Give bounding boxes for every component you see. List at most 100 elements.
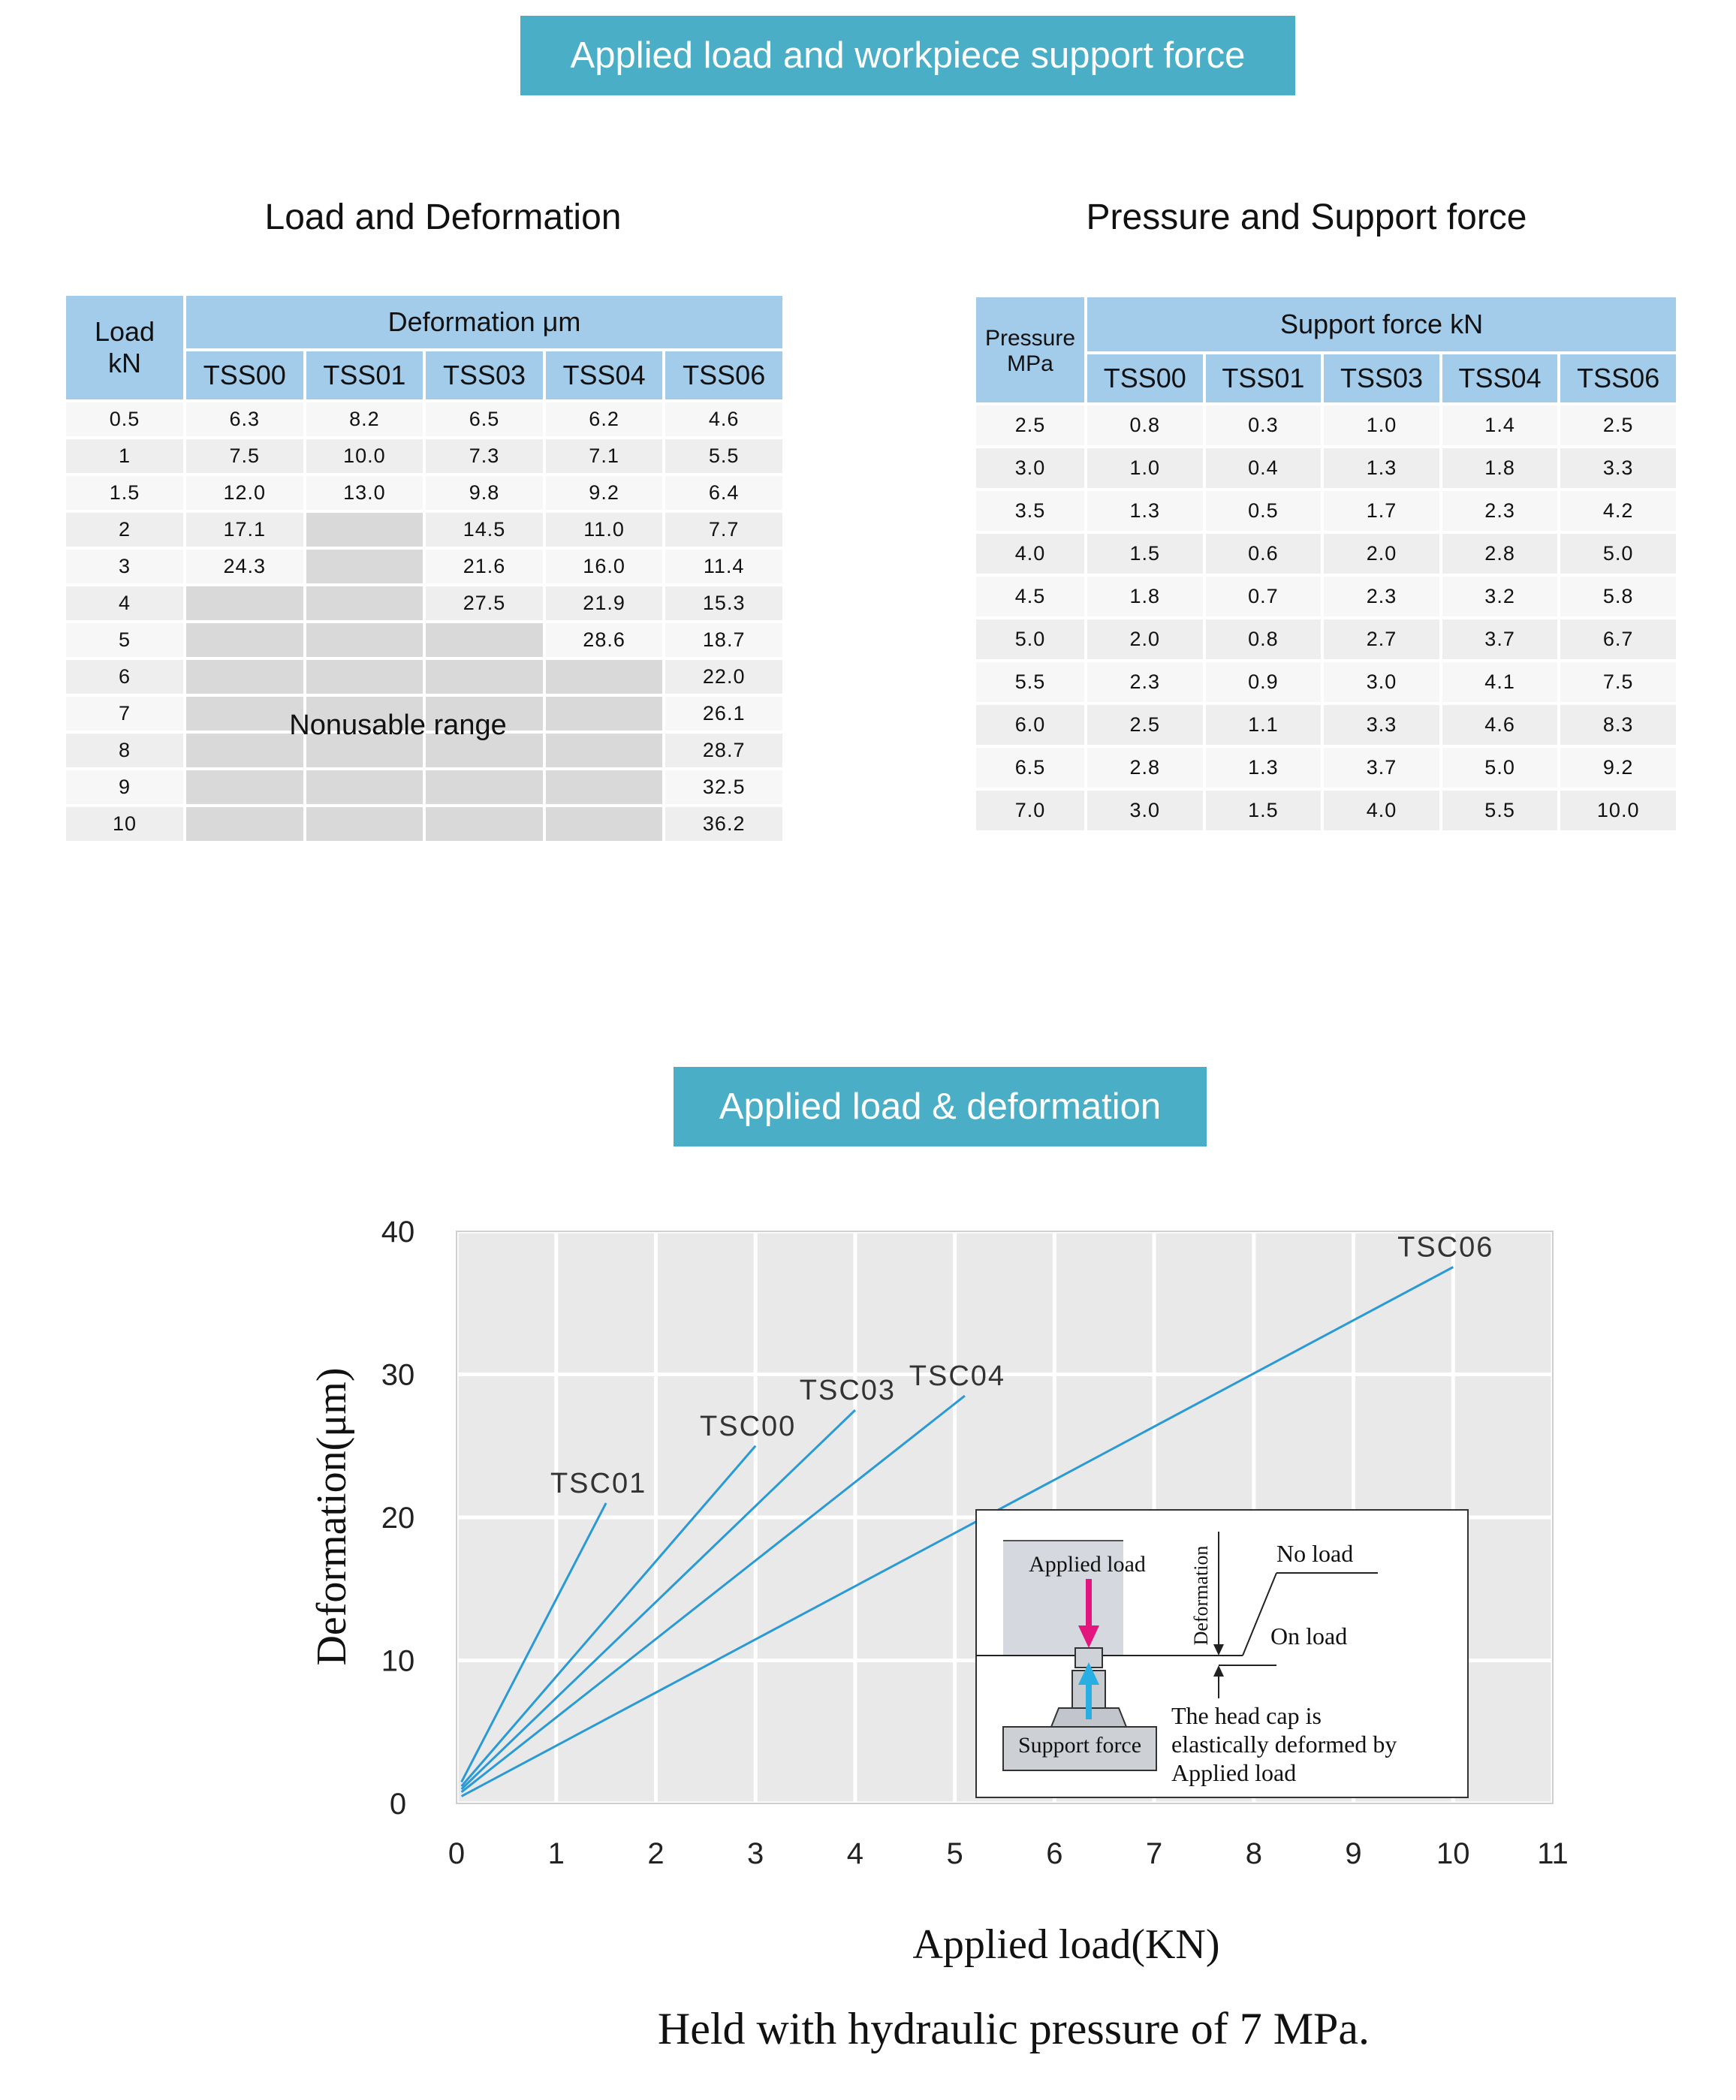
- support-force-cell: 0.6: [1205, 534, 1322, 574]
- load-cell: 0.5: [66, 402, 183, 436]
- support-force-cell: 3.7: [1442, 619, 1558, 659]
- nonusable-cell: [306, 770, 423, 804]
- nonusable-cell: [186, 734, 303, 767]
- deformation-cell: 26.1: [665, 697, 782, 731]
- support-force-cell: 4.2: [1560, 491, 1676, 531]
- table-row: 4.5 1.8 0.7 2.3 3.2 5.8: [976, 577, 1676, 616]
- support-force-cell: 2.5: [1560, 405, 1676, 445]
- x-axis-label: Applied load(KN): [912, 1921, 1219, 1968]
- applied-load-arrowhead: [1078, 1625, 1099, 1648]
- table-row: 0.5 6.3 8.2 6.5 6.2 4.6: [66, 402, 782, 436]
- table-row: 5.0 2.0 0.8 2.7 3.7 6.7: [976, 619, 1676, 659]
- support-force-cell: 1.0: [1087, 448, 1203, 488]
- table-row: 7.0 3.0 1.5 4.0 5.5 10.0: [976, 791, 1676, 830]
- load-column-header: Load kN: [66, 296, 183, 399]
- pressure-cell: 6.0: [976, 705, 1084, 745]
- support-force-cell: 1.3: [1087, 491, 1203, 531]
- deformation-cell: 36.2: [665, 807, 782, 841]
- table-row: 2 17.1 14.5 11.0 7.7: [66, 513, 782, 547]
- support-force-cell: 6.7: [1560, 619, 1676, 659]
- series-line-tsc03: [460, 1409, 856, 1791]
- deformation-cell: 7.1: [545, 439, 663, 473]
- support-force-cell: 9.2: [1560, 748, 1676, 788]
- table-row: 6 22.0: [66, 660, 782, 694]
- x-tick-label: 6: [1046, 1837, 1062, 1870]
- deformation-cell: 12.0: [186, 476, 303, 510]
- table-row: 1.5 12.0 13.0 9.8 9.2 6.4: [66, 476, 782, 510]
- support-force-col-header: TSS01: [1205, 354, 1322, 402]
- load-cell: 10: [66, 807, 183, 841]
- inset-support-force-label: Support force: [1018, 1733, 1141, 1758]
- pressure-cell: 3.5: [976, 491, 1084, 531]
- nonusable-cell: [545, 660, 663, 694]
- deformation-cell: 7.5: [186, 439, 303, 473]
- inset-diagram: Deformation Applied load Support force N…: [975, 1509, 1469, 1798]
- support-force-cell: 5.8: [1560, 577, 1676, 616]
- deformation-up-arrow: [1213, 1665, 1224, 1677]
- deformation-cell: 6.2: [545, 402, 663, 436]
- support-force-cell: 3.3: [1560, 448, 1676, 488]
- deformation-cell: 6.3: [186, 402, 303, 436]
- x-tick-label: 11: [1537, 1837, 1569, 1870]
- deformation-cell: 11.4: [665, 550, 782, 583]
- x-tick-label: 9: [1345, 1837, 1361, 1870]
- load-cell: 3: [66, 550, 183, 583]
- support-force-cell: 1.3: [1205, 748, 1322, 788]
- support-force-cell: 4.1: [1442, 662, 1558, 702]
- load-cell: 7: [66, 697, 183, 731]
- pressure-support-table: Pressure MPa Support force kN TSS00 TSS01…: [973, 294, 1679, 833]
- deformation-cell: 9.8: [426, 476, 543, 510]
- footnote: Held with hydraulic pressure of 7 MPa.: [657, 2004, 1370, 2053]
- deformation-group-header: Deformation μm: [186, 296, 782, 348]
- support-force-cell: 5.0: [1442, 748, 1558, 788]
- pressure-support-title: Pressure and Support force: [1086, 197, 1527, 237]
- nonusable-cell: [306, 697, 423, 731]
- load-cell: 2: [66, 513, 183, 547]
- table-row: 2.5 0.8 0.3 1.0 1.4 2.5: [976, 405, 1676, 445]
- support-force-cell: 0.3: [1205, 405, 1322, 445]
- pressure-cell: 5.5: [976, 662, 1084, 702]
- x-tick-label: 10: [1436, 1837, 1470, 1870]
- deformation-cell: 24.3: [186, 550, 303, 583]
- nonusable-cell: [306, 807, 423, 841]
- pressure-cell: 6.5: [976, 748, 1084, 788]
- nonusable-cell: [545, 697, 663, 731]
- y-tick-label: 10: [381, 1645, 415, 1678]
- nonusable-cell: [186, 807, 303, 841]
- support-force-cell: 1.7: [1324, 491, 1439, 531]
- nonusable-cell: [306, 550, 423, 583]
- pressure-cell: 4.0: [976, 534, 1084, 574]
- support-force-cell: 2.8: [1087, 748, 1203, 788]
- x-tick-label: 3: [747, 1837, 764, 1870]
- nonusable-cell: [306, 513, 423, 547]
- deformation-cell: 21.9: [545, 586, 663, 620]
- series-label: TSC06: [1397, 1232, 1493, 1264]
- deformation-cell: 10.0: [306, 439, 423, 473]
- x-tick-label: 8: [1246, 1837, 1262, 1870]
- support-force-cell: 3.0: [1324, 662, 1439, 702]
- deformation-cell: 28.6: [545, 623, 663, 657]
- table-row: 1 7.5 10.0 7.3 7.1 5.5: [66, 439, 782, 473]
- nonusable-cell: [426, 770, 543, 804]
- deformation-cell: 14.5: [426, 513, 543, 547]
- support-force-cell: 10.0: [1560, 791, 1676, 830]
- support-force-cell: 2.3: [1087, 662, 1203, 702]
- support-force-cell: 0.7: [1205, 577, 1322, 616]
- deformation-cell: 21.6: [426, 550, 543, 583]
- nonusable-cell: [426, 623, 543, 657]
- pressure-cell: 7.0: [976, 791, 1084, 830]
- support-force-cell: 0.9: [1205, 662, 1322, 702]
- deformation-cell: 27.5: [426, 586, 543, 620]
- inset-note-line1: The head cap is: [1171, 1702, 1322, 1729]
- y-tick-label: 20: [381, 1502, 415, 1535]
- table-row: 6.0 2.5 1.1 3.3 4.6 8.3: [976, 705, 1676, 745]
- nonusable-cell: [186, 770, 303, 804]
- deformation-col-header: TSS01: [306, 351, 423, 399]
- deformation-cell: 4.6: [665, 402, 782, 436]
- y-tick-label: 30: [381, 1359, 415, 1392]
- pressure-cell: 2.5: [976, 405, 1084, 445]
- plot-border: [456, 1231, 1554, 1804]
- support-force-col-header: TSS00: [1087, 354, 1203, 402]
- deformation-col-header: TSS06: [665, 351, 782, 399]
